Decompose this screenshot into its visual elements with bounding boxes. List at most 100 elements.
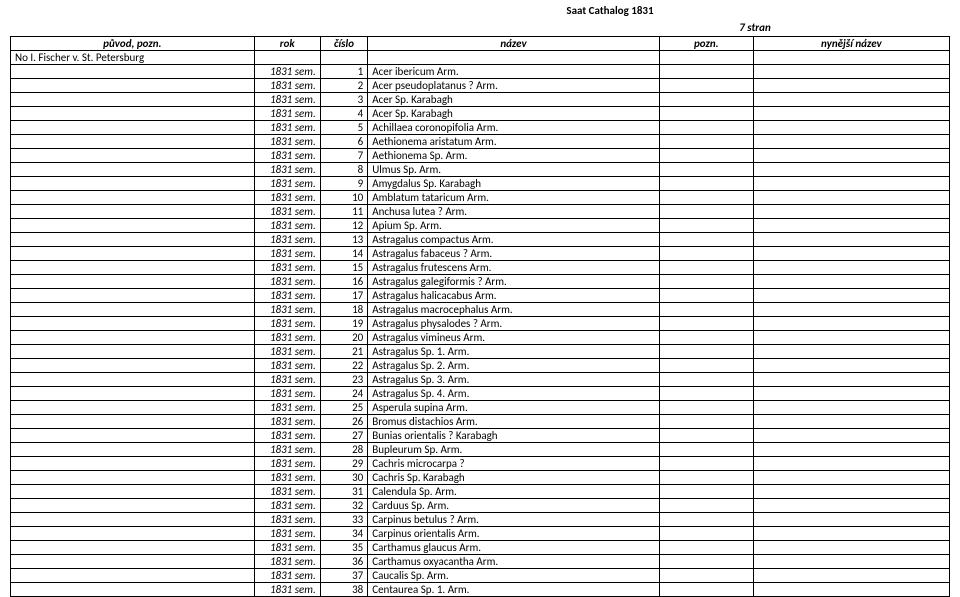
cell-year: 1831 sem. [254,583,320,597]
cell-name: Ulmus Sp. Arm. [368,163,660,177]
cell-year: 1831 sem. [254,471,320,485]
cell-name: Carpinus orientalis Arm. [368,527,660,541]
cell-note [659,415,753,429]
cell-note [659,79,753,93]
cell-origin [11,317,255,331]
cell-origin [11,373,255,387]
cell-cur [753,583,949,597]
table-row: 1831 sem.37Caucalis Sp. Arm. [11,569,950,583]
cell-year: 1831 sem. [254,93,320,107]
cell-note [659,289,753,303]
header-row: původ, pozn. rok číslo název pozn. nyněj… [11,37,950,51]
cell-name: Amygdalus Sp. Karabagh [368,177,660,191]
cell-num: 18 [320,303,367,317]
cell-origin [11,205,255,219]
table-row: 1831 sem.1Acer ibericum Arm. [11,65,950,79]
cell-year: 1831 sem. [254,569,320,583]
cell-origin [11,233,255,247]
cell-num: 24 [320,387,367,401]
cell-note [659,247,753,261]
cell-year: 1831 sem. [254,107,320,121]
cell-num: 30 [320,471,367,485]
cell-cur [753,499,949,513]
cell-name: Bupleurum Sp. Arm. [368,443,660,457]
cell-name: Astragalus galegiformis ? Arm. [368,275,660,289]
table-row: 1831 sem.36Carthamus oxyacantha Arm. [11,555,950,569]
cell-origin [11,247,255,261]
cell-cur [753,219,949,233]
cell-cur [753,555,949,569]
cell-origin [11,219,255,233]
table-row: 1831 sem.29Cachris microcarpa ? [11,457,950,471]
table-row: 1831 sem.9Amygdalus Sp. Karabagh [11,177,950,191]
table-row: 1831 sem.23Astragalus Sp. 3. Arm. [11,373,950,387]
cell-cur [753,261,949,275]
table-row: 1831 sem.15Astragalus frutescens Arm. [11,261,950,275]
cell-num: 19 [320,317,367,331]
cell-cur [753,401,949,415]
cell-name: Aethionema Sp. Arm. [368,149,660,163]
cell-cur [753,373,949,387]
cell-name: Apium Sp. Arm. [368,219,660,233]
cell-year: 1831 sem. [254,121,320,135]
col-cur: nynější název [753,37,949,51]
cell-num: 34 [320,527,367,541]
col-num: číslo [320,37,367,51]
cell-note [659,471,753,485]
cell-name: Carthamus glaucus Arm. [368,541,660,555]
cell-num: 14 [320,247,367,261]
cell-cur [753,345,949,359]
header-row-2: 7 stran [0,17,960,34]
cell-note [659,205,753,219]
table-row: 1831 sem.35Carthamus glaucus Arm. [11,541,950,555]
cell-cur [753,317,949,331]
cell-note [659,527,753,541]
cell-name: Astragalus compactus Arm. [368,233,660,247]
cell-name: Centaurea Sp. 1. Arm. [368,583,660,597]
cell-name: Acer Sp. Karabagh [368,93,660,107]
cell-note [659,373,753,387]
cell-name: Astragalus frutescens Arm. [368,261,660,275]
cell-name: Cachris Sp. Karabagh [368,471,660,485]
header-row: Saat Cathalog 1831 [0,0,960,17]
cell-note [659,275,753,289]
cell-year: 1831 sem. [254,415,320,429]
cell-note [659,177,753,191]
cell-num: 5 [320,121,367,135]
table-row: 1831 sem.12Apium Sp. Arm. [11,219,950,233]
cell-num: 6 [320,135,367,149]
cell-note [659,65,753,79]
cell-num: 4 [320,107,367,121]
table-row: 1831 sem.7Aethionema Sp. Arm. [11,149,950,163]
cell-origin [11,485,255,499]
cell-year: 1831 sem. [254,191,320,205]
cell-name: Caucalis Sp. Arm. [368,569,660,583]
col-note: pozn. [659,37,753,51]
cell-name: Astragalus Sp. 1. Arm. [368,345,660,359]
cell-origin [11,331,255,345]
cell-note [659,93,753,107]
cell-num: 29 [320,457,367,471]
cell-year: 1831 sem. [254,289,320,303]
table-row: 1831 sem.31Calendula Sp. Arm. [11,485,950,499]
cell-num: 8 [320,163,367,177]
table-row: 1831 sem.18Astragalus macrocephalus Arm. [11,303,950,317]
cell-name: Acer ibericum Arm. [368,65,660,79]
table-row: 1831 sem.22Astragalus Sp. 2. Arm. [11,359,950,373]
cell-note [659,569,753,583]
cell-year: 1831 sem. [254,457,320,471]
cell-num: 26 [320,415,367,429]
table-row: 1831 sem.8Ulmus Sp. Arm. [11,163,950,177]
cell-num: 1 [320,65,367,79]
cell-note [659,219,753,233]
cell-note [659,261,753,275]
cell-note [659,555,753,569]
cell-cur [753,107,949,121]
cell-cur [753,233,949,247]
cell-origin [11,359,255,373]
cell-num: 23 [320,373,367,387]
table-row: 1831 sem.17Astragalus halicacabus Arm. [11,289,950,303]
cell-num: 11 [320,205,367,219]
cell-year: 1831 sem. [254,555,320,569]
cell-name: Astragalus vimineus Arm. [368,331,660,345]
